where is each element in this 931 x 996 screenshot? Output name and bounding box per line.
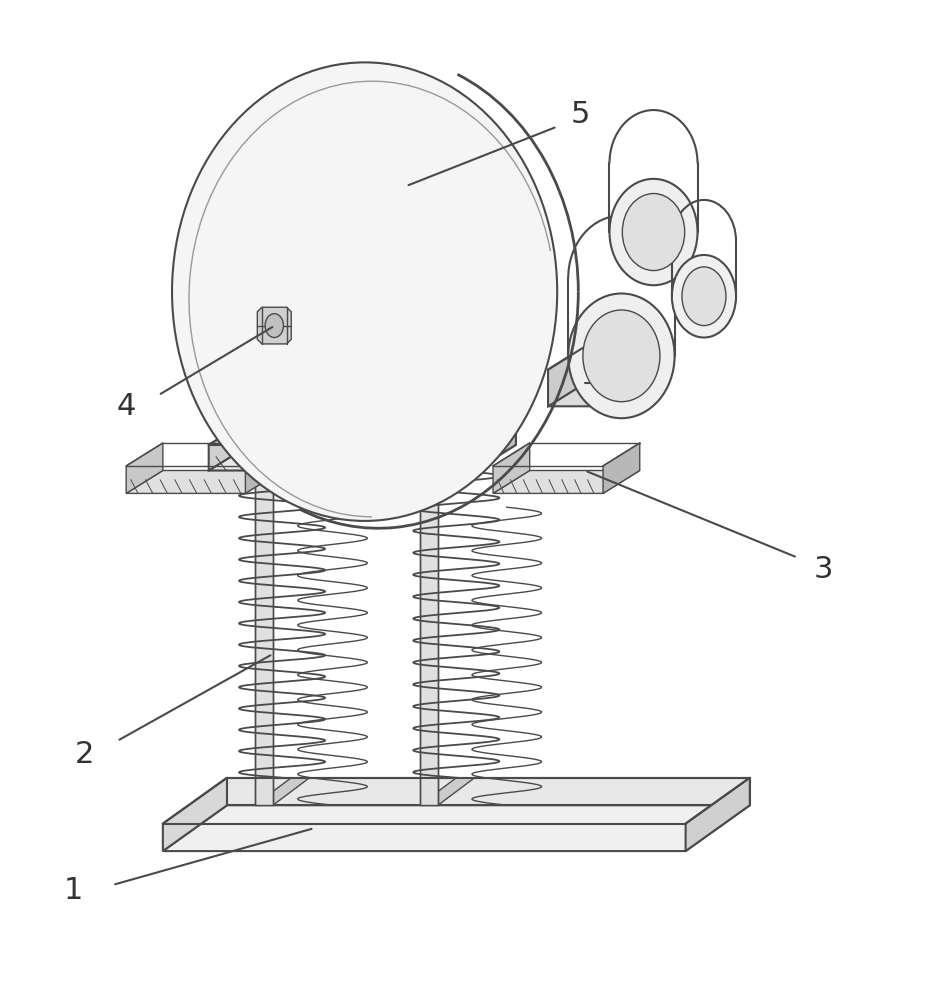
Polygon shape (603, 443, 640, 493)
Ellipse shape (681, 267, 726, 326)
Text: 5: 5 (571, 101, 590, 129)
Polygon shape (250, 395, 291, 445)
Ellipse shape (568, 294, 675, 418)
Polygon shape (127, 443, 163, 493)
Polygon shape (420, 452, 438, 805)
Polygon shape (127, 470, 282, 493)
Ellipse shape (622, 193, 684, 271)
Polygon shape (209, 420, 250, 470)
Polygon shape (475, 420, 516, 470)
Polygon shape (257, 307, 291, 344)
Polygon shape (548, 347, 585, 406)
Polygon shape (250, 420, 497, 445)
Ellipse shape (172, 63, 558, 521)
Text: 1: 1 (63, 876, 83, 905)
Ellipse shape (583, 310, 660, 401)
Polygon shape (456, 395, 497, 445)
Polygon shape (163, 778, 227, 852)
Text: 4: 4 (116, 391, 136, 420)
Polygon shape (493, 470, 640, 493)
Polygon shape (273, 415, 356, 452)
Polygon shape (254, 778, 310, 805)
Polygon shape (254, 452, 273, 805)
Polygon shape (685, 778, 749, 852)
Polygon shape (373, 415, 456, 452)
Polygon shape (209, 445, 516, 470)
Polygon shape (227, 778, 749, 805)
Text: 2: 2 (75, 740, 95, 769)
Polygon shape (163, 805, 749, 852)
Text: 3: 3 (814, 555, 833, 584)
Polygon shape (246, 443, 282, 493)
Polygon shape (548, 383, 630, 406)
Ellipse shape (672, 255, 736, 338)
Polygon shape (420, 778, 475, 805)
Ellipse shape (610, 179, 697, 285)
Polygon shape (493, 443, 530, 493)
Ellipse shape (265, 314, 283, 338)
